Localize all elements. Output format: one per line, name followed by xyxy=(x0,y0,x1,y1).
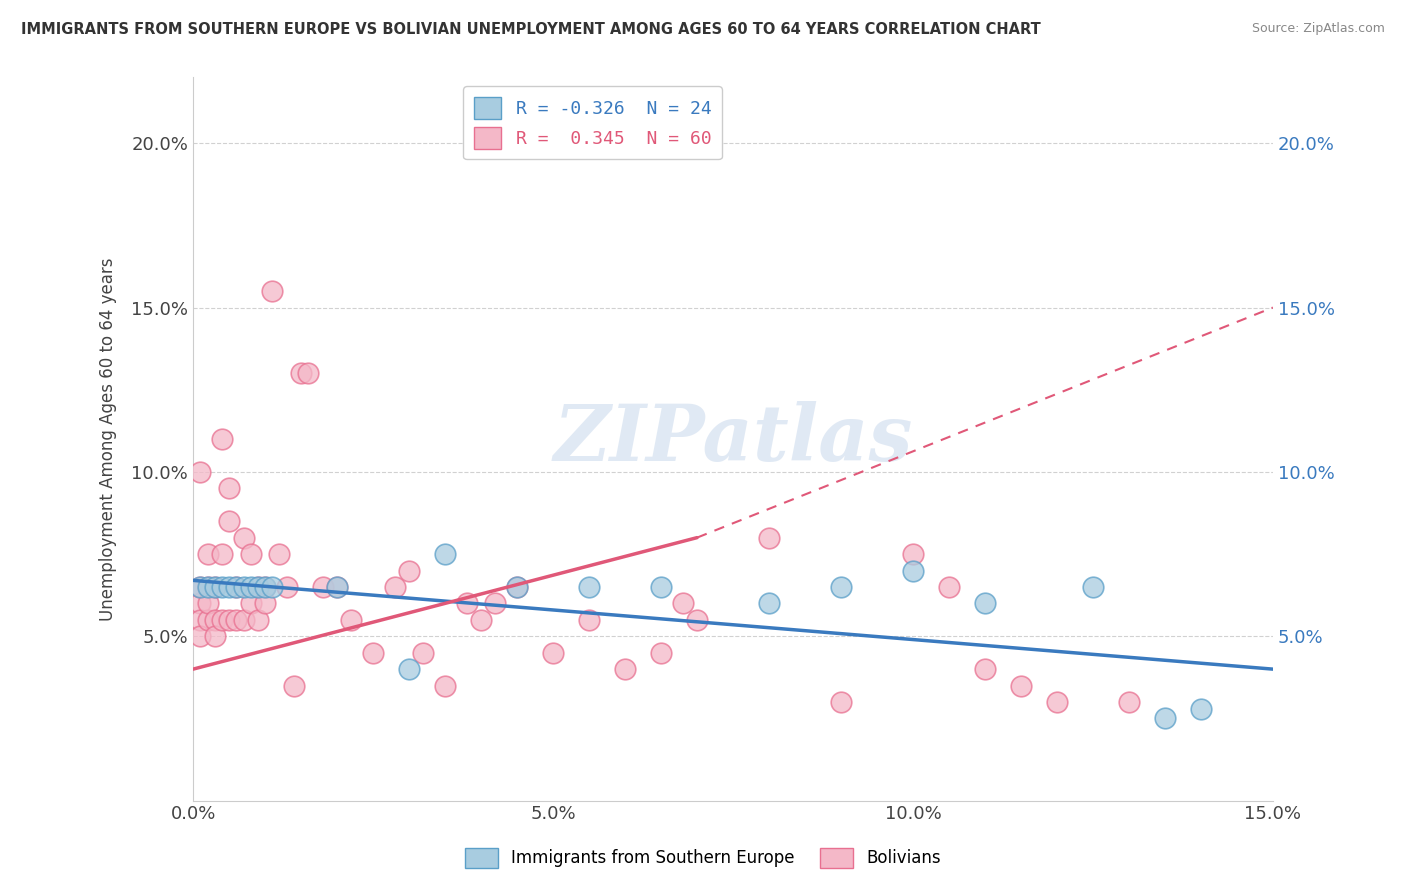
Point xyxy=(211,432,233,446)
Point xyxy=(974,596,997,610)
Point xyxy=(204,580,226,594)
Point xyxy=(262,284,284,298)
Point xyxy=(197,596,219,610)
Point xyxy=(938,580,960,594)
Point xyxy=(484,596,506,610)
Point xyxy=(262,580,284,594)
Point xyxy=(188,465,211,479)
Point xyxy=(1118,695,1140,709)
Point xyxy=(398,662,420,676)
Point xyxy=(830,580,852,594)
Point xyxy=(1046,695,1069,709)
Point xyxy=(326,580,349,594)
Point xyxy=(239,596,262,610)
Point xyxy=(384,580,406,594)
Point xyxy=(276,580,298,594)
Point xyxy=(297,366,319,380)
Point xyxy=(211,547,233,561)
Point xyxy=(218,613,240,627)
Point xyxy=(225,580,247,594)
Point xyxy=(830,695,852,709)
Point xyxy=(218,580,240,594)
Point xyxy=(578,580,600,594)
Point xyxy=(412,646,434,660)
Point xyxy=(326,580,349,594)
Point xyxy=(283,679,305,693)
Point xyxy=(290,366,312,380)
Point xyxy=(254,580,277,594)
Point xyxy=(686,613,709,627)
Point xyxy=(188,580,211,594)
Point xyxy=(218,481,240,495)
Point xyxy=(506,580,529,594)
Legend: R = -0.326  N = 24, R =  0.345  N = 60: R = -0.326 N = 24, R = 0.345 N = 60 xyxy=(463,87,723,160)
Point xyxy=(232,580,254,594)
Point xyxy=(225,580,247,594)
Point xyxy=(188,629,211,643)
Point xyxy=(197,613,219,627)
Point xyxy=(211,613,233,627)
Point xyxy=(246,580,269,594)
Point xyxy=(246,613,269,627)
Point xyxy=(197,580,219,594)
Point xyxy=(456,596,478,610)
Point xyxy=(254,596,277,610)
Legend: Immigrants from Southern Europe, Bolivians: Immigrants from Southern Europe, Bolivia… xyxy=(458,841,948,875)
Point xyxy=(204,613,226,627)
Point xyxy=(1081,580,1104,594)
Point xyxy=(188,580,211,594)
Point xyxy=(901,547,924,561)
Point xyxy=(541,646,564,660)
Point xyxy=(232,531,254,545)
Point xyxy=(1154,711,1177,725)
Point xyxy=(239,580,262,594)
Point xyxy=(434,679,457,693)
Point xyxy=(218,514,240,528)
Point xyxy=(361,646,384,660)
Point xyxy=(470,613,492,627)
Y-axis label: Unemployment Among Ages 60 to 64 years: Unemployment Among Ages 60 to 64 years xyxy=(100,257,117,621)
Point xyxy=(239,547,262,561)
Point xyxy=(204,580,226,594)
Point xyxy=(269,547,291,561)
Point xyxy=(340,613,363,627)
Point xyxy=(1010,679,1032,693)
Point xyxy=(434,547,457,561)
Point xyxy=(758,531,780,545)
Text: IMMIGRANTS FROM SOUTHERN EUROPE VS BOLIVIAN UNEMPLOYMENT AMONG AGES 60 TO 64 YEA: IMMIGRANTS FROM SOUTHERN EUROPE VS BOLIV… xyxy=(21,22,1040,37)
Point xyxy=(188,596,211,610)
Point xyxy=(672,596,695,610)
Text: ZIPatlas: ZIPatlas xyxy=(554,401,912,477)
Point xyxy=(1189,701,1212,715)
Point xyxy=(614,662,637,676)
Point xyxy=(506,580,529,594)
Point xyxy=(204,629,226,643)
Point xyxy=(225,613,247,627)
Point xyxy=(254,580,277,594)
Point xyxy=(197,580,219,594)
Point xyxy=(974,662,997,676)
Point xyxy=(197,547,219,561)
Point xyxy=(246,580,269,594)
Point xyxy=(188,613,211,627)
Point xyxy=(650,646,672,660)
Text: Source: ZipAtlas.com: Source: ZipAtlas.com xyxy=(1251,22,1385,36)
Point xyxy=(650,580,672,594)
Point xyxy=(398,564,420,578)
Point xyxy=(312,580,335,594)
Point xyxy=(578,613,600,627)
Point xyxy=(758,596,780,610)
Point xyxy=(901,564,924,578)
Point xyxy=(211,580,233,594)
Point xyxy=(232,613,254,627)
